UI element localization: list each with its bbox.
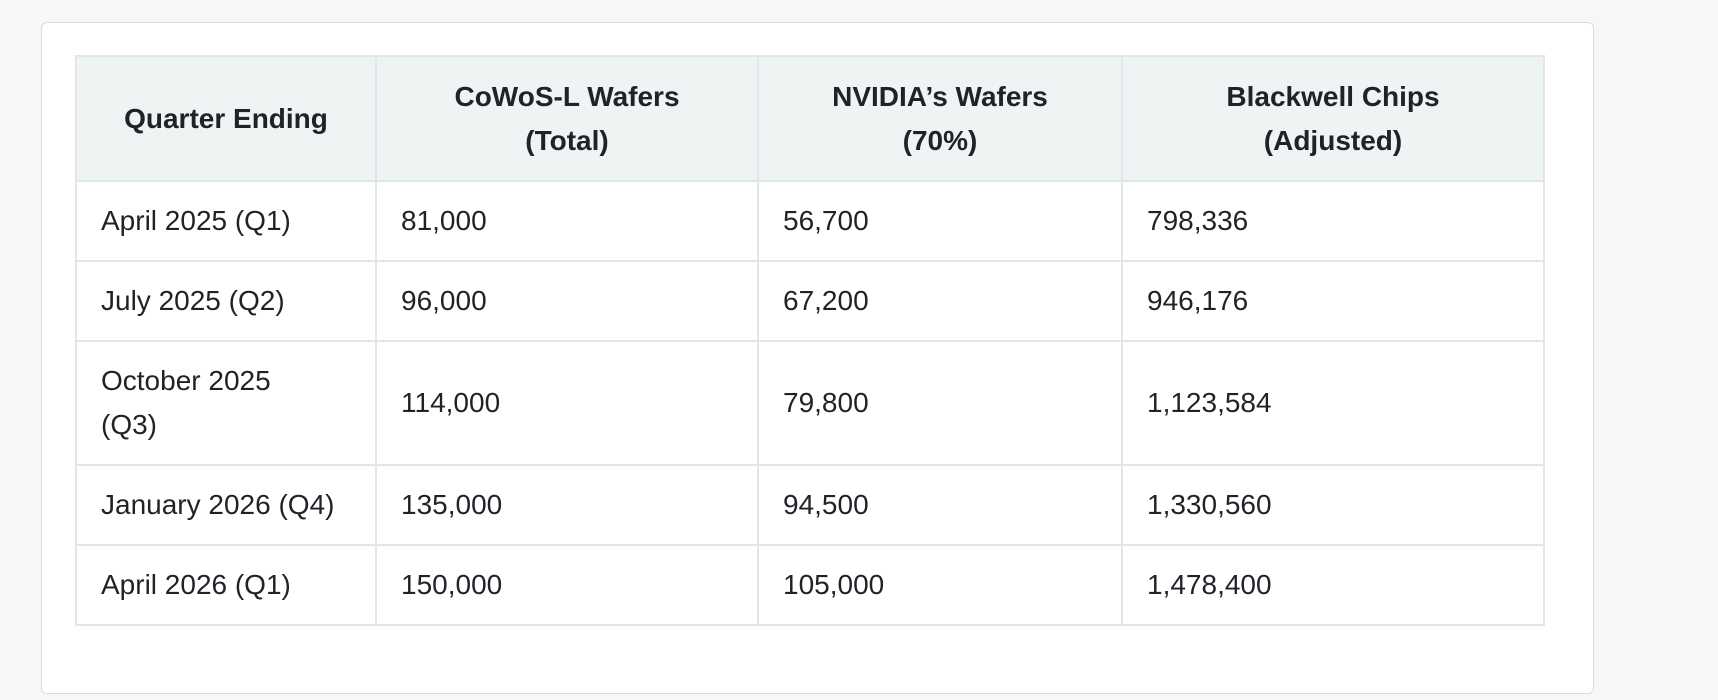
column-header-quarter-ending: Quarter Ending — [75, 55, 377, 182]
table-row: July 2025 (Q2) 96,000 67,200 946,176 — [75, 260, 1545, 342]
cowos-wafers-cell: 114,000 — [375, 340, 759, 466]
nvidia-wafers-cell: 94,500 — [757, 464, 1123, 546]
table-row: January 2026 (Q4) 135,000 94,500 1,330,5… — [75, 464, 1545, 546]
data-table: Quarter Ending CoWoS-L Wafers (Total) NV… — [75, 55, 1545, 626]
nvidia-wafers-cell: 56,700 — [757, 180, 1123, 262]
table-row: April 2026 (Q1) 150,000 105,000 1,478,40… — [75, 544, 1545, 626]
table-header-row: Quarter Ending CoWoS-L Wafers (Total) NV… — [75, 55, 1545, 182]
cowos-wafers-cell: 150,000 — [375, 544, 759, 626]
nvidia-wafers-cell: 105,000 — [757, 544, 1123, 626]
quarter-cell: January 2026 (Q4) — [75, 464, 377, 546]
column-header-blackwell-chips: Blackwell Chips (Adjusted) — [1121, 55, 1545, 182]
quarter-cell: April 2026 (Q1) — [75, 544, 377, 626]
blackwell-chips-cell: 798,336 — [1121, 180, 1545, 262]
cowos-wafers-cell: 135,000 — [375, 464, 759, 546]
blackwell-chips-cell: 1,123,584 — [1121, 340, 1545, 466]
column-header-nvidia-wafers: NVIDIA’s Wafers (70%) — [757, 55, 1123, 182]
quarter-cell: April 2025 (Q1) — [75, 180, 377, 262]
blackwell-chips-cell: 946,176 — [1121, 260, 1545, 342]
blackwell-chips-cell: 1,330,560 — [1121, 464, 1545, 546]
table-row: April 2025 (Q1) 81,000 56,700 798,336 — [75, 180, 1545, 262]
cowos-wafers-cell: 81,000 — [375, 180, 759, 262]
quarter-cell: July 2025 (Q2) — [75, 260, 377, 342]
nvidia-wafers-cell: 67,200 — [757, 260, 1123, 342]
nvidia-wafers-cell: 79,800 — [757, 340, 1123, 466]
column-header-cowos-wafers: CoWoS-L Wafers (Total) — [375, 55, 759, 182]
cowos-wafers-cell: 96,000 — [375, 260, 759, 342]
blackwell-chips-cell: 1,478,400 — [1121, 544, 1545, 626]
table-card: Quarter Ending CoWoS-L Wafers (Total) NV… — [41, 22, 1594, 694]
quarter-cell: October 2025 (Q3) — [75, 340, 377, 466]
table-row: October 2025 (Q3) 114,000 79,800 1,123,5… — [75, 340, 1545, 466]
